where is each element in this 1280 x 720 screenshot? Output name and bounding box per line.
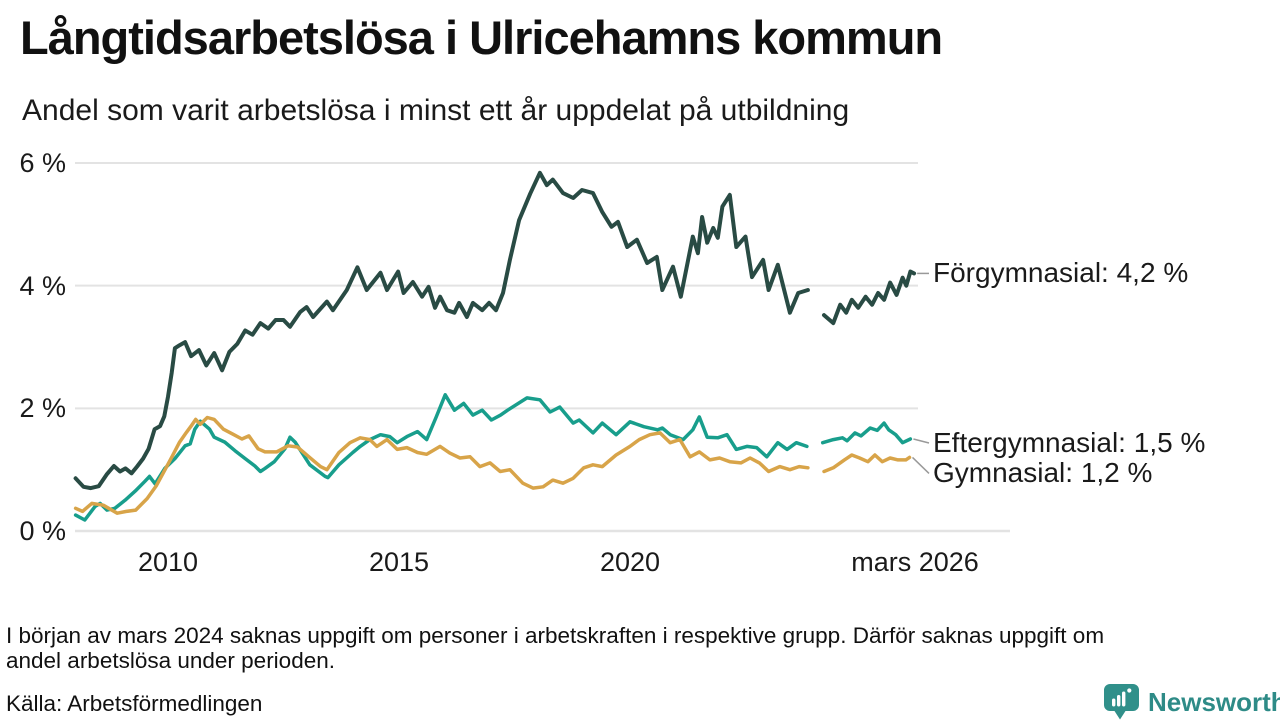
bar-chart-speech-bubble-icon (1104, 684, 1139, 720)
series-line-förgymnasial (73, 170, 917, 491)
x-tick-label-2020: 2020 (599, 547, 661, 577)
page-title: Långtidsarbetslösa i Ulricehamns kommun (20, 11, 943, 64)
footnote-line-1: I början av mars 2024 saknas uppgift om … (6, 623, 1105, 648)
x-tick-label-2015: 2015 (368, 547, 430, 577)
series-end-label-gymnasial: Gymnasial: 1,2 % (933, 457, 1153, 489)
y-tick-label-0: 0 % (19, 516, 66, 546)
series-end-label-förgymnasial: Förgymnasial: 4,2 % (933, 257, 1189, 289)
leader-line-gymnasial (911, 456, 930, 474)
leader-line-eftergymnasial (913, 438, 930, 444)
page-subtitle: Andel som varit arbetslösa i minst ett å… (22, 94, 850, 127)
x-tick-label-mars-2026: mars 2026 (851, 547, 979, 577)
footnote-line-2: andel arbetslösa under perioden. (6, 648, 335, 673)
y-tick-label-6: 6 % (19, 148, 66, 179)
series-line-gymnasial (73, 415, 912, 515)
x-tick-label-2010: 2010 (137, 547, 199, 577)
y-tick-label-2: 2 % (19, 393, 66, 424)
series-end-label-eftergymnasial: Eftergymnasial: 1,5 % (933, 427, 1206, 458)
newsworthy-wordmark: Newsworthy (1148, 687, 1280, 717)
y-tick-label-4: 4 % (19, 270, 66, 301)
series-line-eftergymnasial (73, 393, 913, 522)
source-credit: Källa: Arbetsförmedlingen (6, 691, 263, 716)
newsworthy-logo: Newsworthy (1104, 684, 1280, 720)
